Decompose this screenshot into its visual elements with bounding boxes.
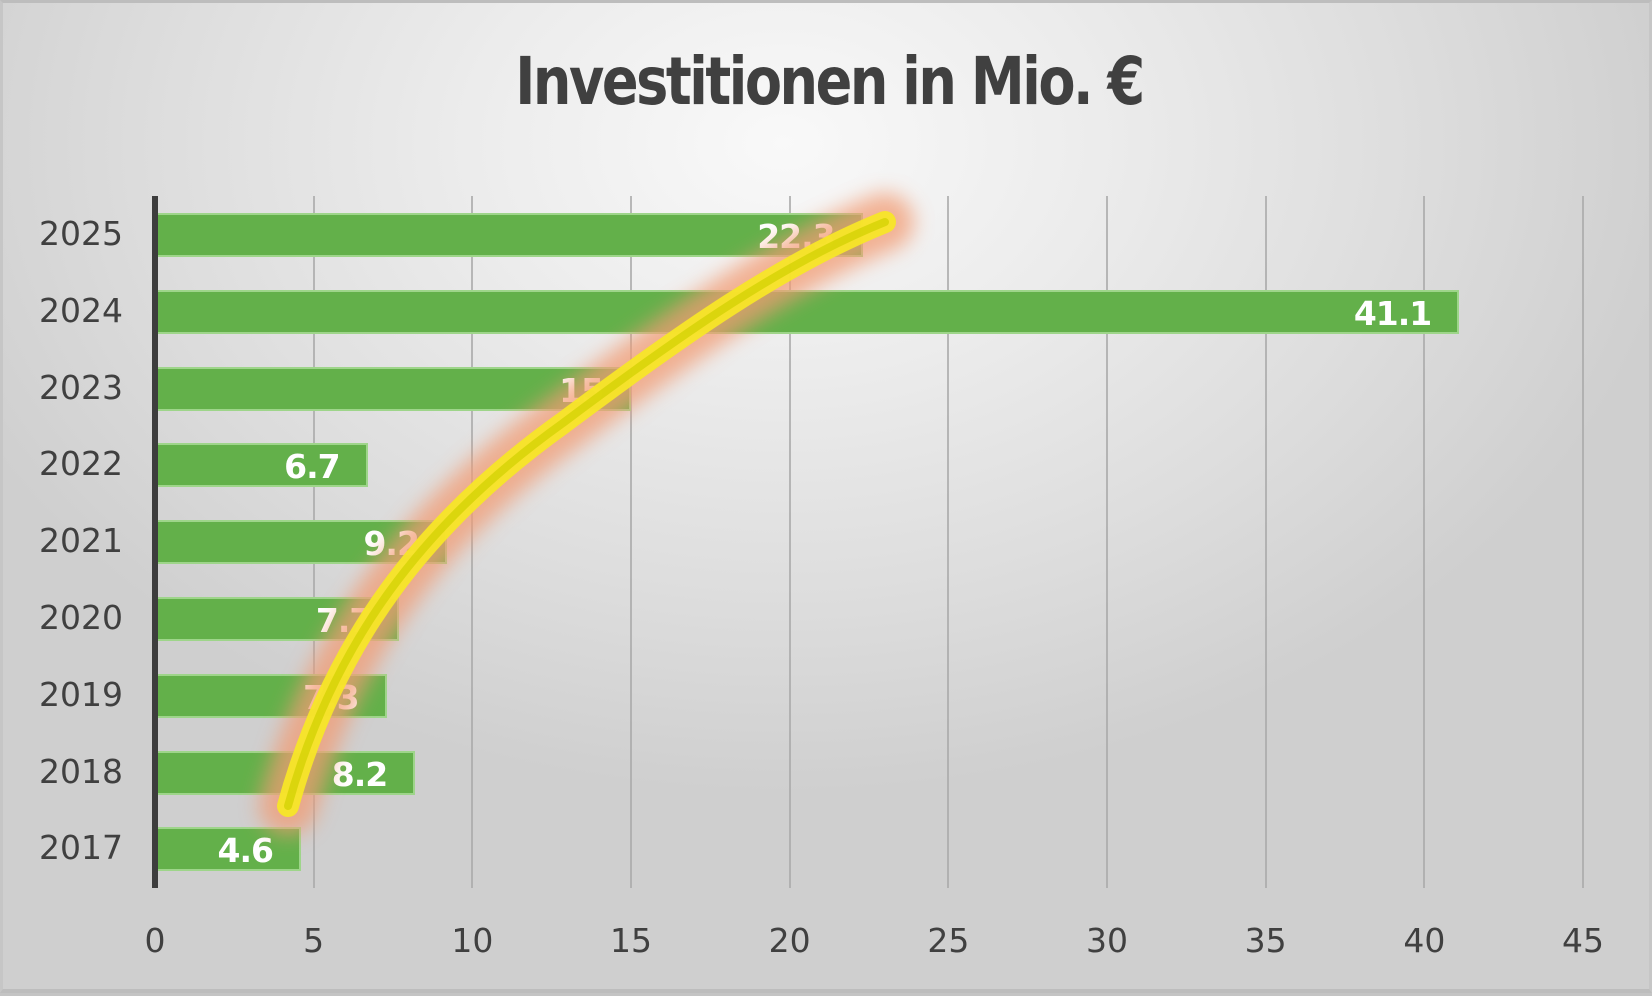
bar-2020[interactable]: 7.7 — [158, 597, 400, 641]
bar-value-label: 22.3 — [757, 217, 835, 256]
bar-2022[interactable]: 6.7 — [158, 443, 368, 488]
x-tick-label: 5 — [303, 921, 325, 960]
x-tick-label: 10 — [451, 921, 494, 960]
x-tick-label: 20 — [768, 921, 811, 960]
x-tick-label: 40 — [1403, 921, 1446, 960]
gridline — [1423, 196, 1426, 888]
bar-value-label: 7.7 — [315, 601, 372, 640]
bar-2021[interactable]: 9.2 — [158, 520, 447, 565]
y-category-label: 2020 — [39, 598, 123, 637]
y-category-label: 2025 — [39, 214, 123, 253]
y-category-label: 2018 — [39, 751, 123, 791]
chart-title: Investitionen in Mio. € — [515, 43, 1145, 120]
bar-2018[interactable]: 8.2 — [158, 750, 416, 795]
x-tick-label: 15 — [610, 921, 652, 960]
y-category-label: 2024 — [39, 290, 123, 330]
bar-2019[interactable]: 7.3 — [158, 673, 387, 718]
y-category-label: 2019 — [39, 674, 123, 714]
bar-value-label: 6.7 — [284, 447, 340, 487]
bar-2025[interactable]: 22.3 — [158, 213, 863, 257]
y-category-label: 2021 — [39, 521, 123, 561]
y-category-label: 2022 — [39, 444, 123, 484]
x-tick-label: 30 — [1086, 921, 1128, 960]
x-tick-label: 45 — [1562, 921, 1604, 960]
y-category-label: 2023 — [39, 367, 123, 407]
bar-2023[interactable]: 15 — [158, 366, 631, 411]
gridline — [1106, 196, 1108, 888]
bar-value-label: 41.1 — [1353, 293, 1432, 333]
y-category-label: 2017 — [39, 828, 123, 868]
gridline — [1264, 196, 1267, 888]
gridline — [1582, 196, 1584, 888]
bar-2017[interactable]: 4.6 — [158, 827, 301, 872]
bar-value-label: 9.2 — [363, 524, 419, 564]
x-tick-label: 25 — [927, 921, 970, 960]
bar-2024[interactable]: 41.1 — [158, 289, 1460, 334]
bar-value-label: 8.2 — [331, 754, 388, 794]
x-tick-label: 0 — [144, 921, 166, 960]
x-tick-label: 35 — [1244, 921, 1287, 960]
gridline — [947, 196, 950, 888]
plot-area: 0 5 10 15 20 25 30 35 40 45 2025 22.3 2024 41.1 2023 15… — [3, 3, 1652, 996]
bar-value-label: 4.6 — [217, 831, 274, 871]
y-axis-line — [152, 196, 158, 888]
bar-value-label: 15 — [559, 370, 604, 410]
bar-value-label: 7.3 — [303, 677, 359, 717]
